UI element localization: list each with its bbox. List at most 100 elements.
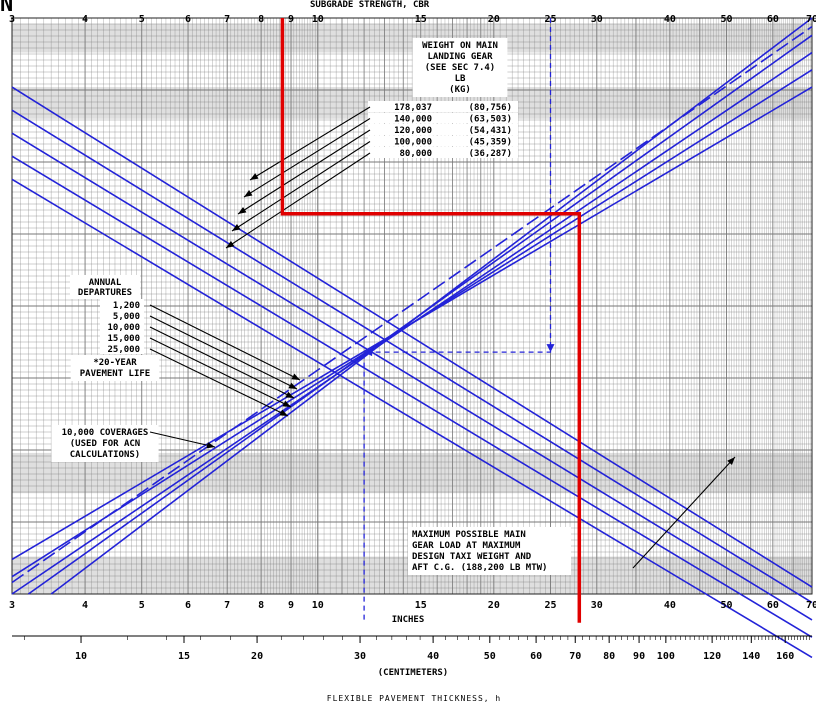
weight-leader [249, 106, 371, 181]
cm-tick-label: 140 [742, 651, 760, 662]
inch-tick-label-bottom: 40 [664, 600, 676, 611]
departures-legend-item: 15,000 [107, 334, 140, 344]
inch-tick-label-bottom: 60 [767, 600, 779, 611]
inch-tick-label-top: 9 [288, 14, 294, 25]
departures-legend-item: 1,200 [113, 301, 140, 311]
x-axis-label-inches: INCHES [392, 615, 425, 625]
example-dashed-path [363, 18, 552, 623]
label-background [70, 355, 160, 381]
cm-tick-label: 70 [569, 651, 581, 662]
departures-leader-arrowhead [282, 400, 291, 407]
weight-legend-lb: 100,000 [394, 138, 432, 148]
departures-legend-row-bg [100, 343, 144, 354]
inch-tick-label-top: 4 [82, 14, 88, 25]
coverage-label: 10,000 COVERAGES(USED FOR ACNCALCULATION… [51, 425, 159, 462]
cm-tick-label: 60 [530, 651, 542, 662]
chart-grid [11, 17, 813, 595]
departure-curve [27, 34, 813, 595]
inch-tick-label-bottom: 7 [224, 600, 230, 611]
departures-leader-arrowhead [288, 382, 297, 389]
departures-leader-arrowhead [291, 373, 300, 380]
cm-tick-label: 50 [484, 651, 496, 662]
departures-leader [149, 348, 289, 417]
label-line: PAVEMENT LIFE [80, 369, 150, 379]
inch-tick-label-top: 30 [591, 14, 603, 25]
departures-leader-arrowhead [285, 391, 294, 398]
example-arrow-left [364, 348, 373, 357]
highlight-path [280, 18, 582, 623]
inch-tick-label-top: 60 [767, 14, 779, 25]
weight-legend-lb: 80,000 [399, 149, 432, 159]
cm-tick-label: 120 [703, 651, 721, 662]
label-line: GEAR LOAD AT MAXIMUM [412, 541, 521, 551]
inch-tick-label-bottom: 15 [415, 600, 427, 611]
inch-tick-label-bottom: 8 [258, 600, 264, 611]
x-axis-title: FLEXIBLE PAVEMENT THICKNESS, h [327, 694, 502, 703]
coverage-leader [149, 431, 216, 448]
inch-tick-label-top: 3 [9, 14, 15, 25]
departures-leader [149, 337, 292, 408]
weight-leader-arrowhead [250, 173, 259, 180]
departures-legend-row-bg [100, 321, 144, 332]
label-line: (SEE SEC 7.4) [425, 63, 495, 73]
top-axis-header: SUBGRADE STRENGTH, CBR [310, 0, 430, 10]
departures-legend-item: 5,000 [113, 312, 140, 322]
example-arrow-down [546, 344, 555, 353]
inch-tick-label-top: 70 [806, 14, 816, 25]
weight-legend-row-bg [368, 147, 518, 158]
label-line: (USED FOR ACN [70, 439, 140, 449]
departures-legend-item: 10,000 [107, 323, 140, 333]
weight-legend-kg: (36,287) [469, 149, 512, 159]
weight-legend-row-bg [368, 101, 518, 112]
weight-leader [231, 141, 371, 232]
max-load-leader [632, 456, 736, 569]
label-background [51, 425, 159, 462]
weight-legend-lb: 178,037 [394, 103, 432, 113]
label-background [412, 38, 508, 97]
departures-legend-row-bg [100, 332, 144, 343]
weight-leader [237, 129, 371, 215]
label-line: (KG) [449, 85, 471, 95]
inch-tick-label-bottom: 5 [139, 600, 145, 611]
departures-leader-arrowhead [279, 409, 288, 416]
label-background [408, 527, 571, 575]
departures-legend-row-bg [100, 299, 144, 310]
weight-legend-kg: (45,359) [469, 138, 512, 148]
inch-tick-label-top: 40 [664, 14, 676, 25]
inch-tick-label-bottom: 50 [721, 600, 733, 611]
label-line: AFT C.G. (188,200 LB MTW) [412, 563, 547, 573]
departures-legend-row-bg [100, 310, 144, 321]
departures-leader [149, 304, 301, 381]
weight-legend-kg: (54,431) [469, 126, 512, 136]
cm-tick-label: 100 [657, 651, 675, 662]
inch-tick-label-top: 7 [224, 14, 230, 25]
inch-tick-label-top: 5 [139, 14, 145, 25]
inch-tick-label-bottom: 10 [312, 600, 324, 611]
inch-tick-label-top: 10 [312, 14, 324, 25]
inch-tick-label-bottom: 4 [82, 600, 88, 611]
inch-tick-label-bottom: 3 [9, 600, 15, 611]
weight-curve [11, 132, 813, 621]
departure-curve [11, 86, 813, 561]
cm-tick-label: 10 [75, 651, 87, 662]
inch-tick-label-top: 50 [721, 14, 733, 25]
cm-tick-label: 15 [178, 651, 190, 662]
weight-legend-lb: 140,000 [394, 115, 432, 125]
corner-mark: N [0, 0, 13, 17]
weight-legend-row-bg [368, 124, 518, 135]
label-background [70, 275, 140, 299]
cm-tick-label: 160 [776, 651, 794, 662]
weight-curve [11, 109, 813, 604]
label-line: *20-YEAR [93, 358, 137, 368]
weight-leader [225, 152, 371, 249]
chart-axes: 3 3 4 4 5 5 6 6 7 7 8 8 9 9 10 10 15 15 20 20 25 25 30 30 40 40 50… [9, 14, 816, 662]
plot-frame [11, 17, 813, 595]
weight-legend-lb: 120,000 [394, 126, 432, 136]
cm-tick-label: 20 [251, 651, 263, 662]
weight-legend-kg: (63,503) [469, 115, 512, 125]
